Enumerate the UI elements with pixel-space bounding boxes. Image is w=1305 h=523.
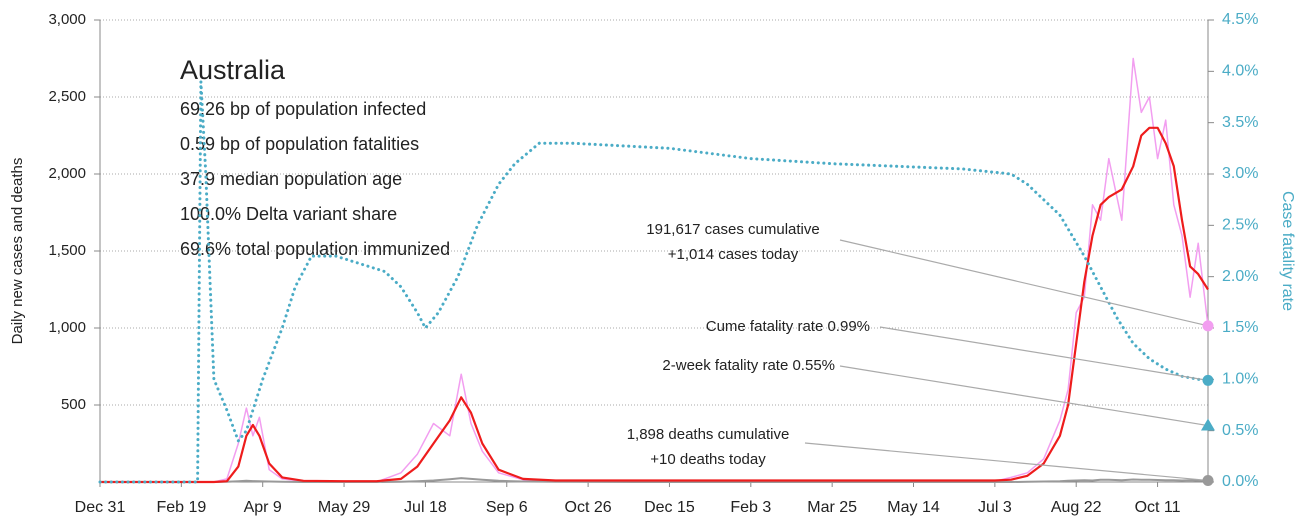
series-line (100, 57, 1209, 483)
annotation-text: +10 deaths today (650, 451, 766, 468)
y-tick-label: 2,500 (48, 88, 86, 105)
series-line (100, 126, 1209, 484)
x-tick-label: Dec 15 (644, 499, 695, 516)
info-line: 0.59 bp of population fatalities (180, 134, 419, 154)
marker (1202, 320, 1214, 332)
y-tick-label: 2,000 (48, 165, 86, 182)
marker (1202, 374, 1214, 386)
leader-line (839, 365, 1209, 427)
info-line: 69.26 bp of population infected (180, 99, 426, 119)
y-axis-title: Daily new cases and deaths (9, 158, 26, 345)
y-tick-label: 3,000 (48, 11, 86, 28)
y2-tick-label: 1.5% (1222, 319, 1258, 336)
y2-tick-label: 3.5% (1222, 114, 1258, 131)
annotation-text: Cume fatality rate 0.99% (706, 318, 870, 335)
y2-tick-label: 1.0% (1222, 371, 1258, 388)
x-tick-label: May 14 (887, 499, 940, 516)
x-tick-label: Oct 26 (565, 499, 612, 516)
marker (1202, 474, 1214, 486)
leader-line (839, 239, 1209, 327)
y2-axis-title: Case fatality rate (1279, 191, 1296, 311)
marker (1201, 418, 1215, 431)
y-tick-label: 1,000 (48, 319, 86, 336)
y2-tick-label: 2.5% (1222, 217, 1258, 234)
info-line: 100.0% Delta variant share (180, 204, 397, 224)
x-tick-label: Oct 11 (1135, 499, 1181, 516)
y2-tick-label: 0.0% (1222, 473, 1258, 490)
annotation-text: +1,014 cases today (668, 246, 799, 263)
x-tick-label: Jul 3 (978, 499, 1012, 516)
x-tick-label: Apr 9 (244, 499, 282, 516)
y-tick-label: 500 (61, 396, 86, 413)
y2-tick-label: 0.5% (1222, 422, 1258, 439)
info-line: 37.9 median population age (180, 169, 402, 189)
y2-tick-label: 3.0% (1222, 165, 1258, 182)
annotation-text: 2-week fatality rate 0.55% (662, 357, 835, 374)
x-tick-label: Dec 31 (75, 499, 126, 516)
x-tick-label: Mar 25 (807, 499, 857, 516)
y2-tick-label: 4.5% (1222, 11, 1258, 28)
leader-line (804, 442, 1209, 482)
leader-line (879, 326, 1209, 381)
info-line: 69.6% total population immunized (180, 239, 450, 259)
annotation-text: 191,617 cases cumulative (646, 221, 819, 238)
y2-tick-label: 4.0% (1222, 63, 1258, 80)
x-tick-label: Sep 6 (486, 499, 528, 516)
x-tick-label: Jul 18 (404, 499, 447, 516)
x-tick-label: Feb 19 (156, 499, 206, 516)
annotation-text: 1,898 deaths cumulative (627, 426, 790, 443)
y2-tick-label: 2.0% (1222, 268, 1258, 285)
x-tick-label: May 29 (318, 499, 371, 516)
chart-title: Australia (180, 55, 286, 85)
x-tick-label: Aug 22 (1051, 499, 1102, 516)
y-tick-label: 1,500 (48, 242, 86, 259)
x-tick-label: Feb 3 (730, 499, 771, 516)
series-line (100, 477, 1209, 483)
